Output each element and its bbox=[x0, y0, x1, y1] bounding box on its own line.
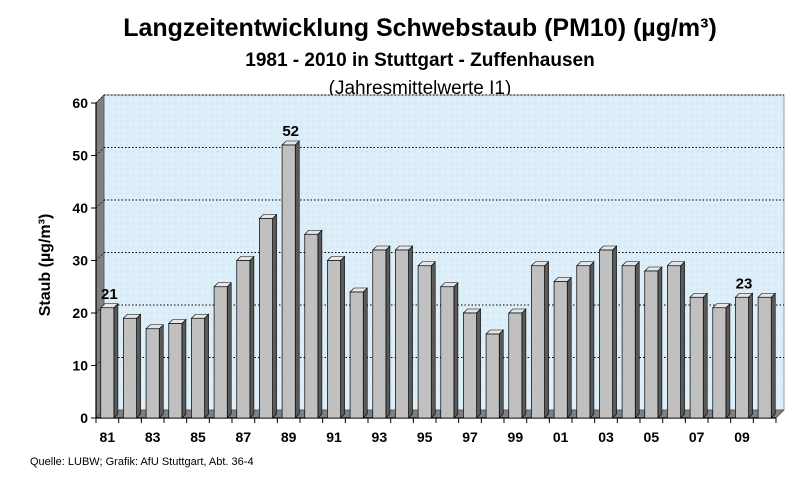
bar-side bbox=[317, 229, 323, 419]
bar-side bbox=[748, 292, 753, 419]
bar bbox=[485, 333, 500, 419]
bar-side bbox=[362, 287, 368, 419]
x-tick-label: 07 bbox=[689, 429, 705, 445]
bar-side bbox=[204, 313, 209, 419]
bar bbox=[236, 260, 251, 419]
x-tick-label: 95 bbox=[417, 429, 433, 445]
y-tick-label: 20 bbox=[72, 305, 88, 321]
bar bbox=[191, 317, 205, 419]
x-tick-label: 87 bbox=[236, 429, 252, 445]
source-note: Quelle: LUBW; Grafik: AfU Stuttgart, Abt… bbox=[30, 456, 254, 468]
bar-side bbox=[249, 255, 255, 419]
bar bbox=[417, 265, 432, 419]
bar bbox=[757, 296, 772, 419]
x-tick-label: 89 bbox=[281, 429, 297, 445]
bar-side bbox=[680, 261, 685, 419]
data-label: 52 bbox=[282, 123, 299, 140]
y-tick-label: 30 bbox=[72, 253, 88, 269]
y-axis-label: Staub (µg/m³) bbox=[37, 214, 54, 317]
bar bbox=[145, 328, 160, 419]
bar-side bbox=[702, 292, 708, 419]
x-tick-label: 93 bbox=[372, 429, 388, 445]
y-tick-label: 40 bbox=[72, 200, 88, 216]
bar bbox=[735, 296, 749, 419]
x-tick-label: 03 bbox=[598, 429, 614, 445]
bar bbox=[463, 312, 477, 419]
bar bbox=[508, 312, 523, 419]
bar-side bbox=[136, 313, 141, 419]
bar-side bbox=[634, 261, 640, 419]
bar bbox=[553, 281, 568, 419]
y-tick-label: 50 bbox=[72, 148, 88, 164]
x-tick-label: 83 bbox=[145, 429, 161, 445]
bar-side bbox=[589, 261, 595, 419]
bar-side bbox=[521, 308, 527, 419]
bar bbox=[531, 265, 545, 419]
x-tick-label: 91 bbox=[326, 429, 342, 445]
x-tick-label: 09 bbox=[734, 429, 750, 445]
bar-side bbox=[113, 303, 119, 419]
bar bbox=[395, 249, 409, 419]
bar bbox=[644, 270, 659, 419]
bar bbox=[667, 265, 681, 419]
bar-side bbox=[272, 213, 277, 419]
bar-side bbox=[294, 140, 300, 419]
bar bbox=[259, 218, 273, 419]
x-tick-label: 05 bbox=[644, 429, 660, 445]
bar bbox=[213, 286, 228, 419]
y-tick-label: 0 bbox=[80, 410, 88, 426]
bar-side bbox=[226, 282, 232, 419]
chart-title: Langzeitentwicklung Schwebstaub (PM10) (… bbox=[123, 14, 717, 42]
x-tick-label: 01 bbox=[553, 429, 569, 445]
x-tick-label: 81 bbox=[100, 429, 116, 445]
y-tick-label: 10 bbox=[72, 358, 88, 374]
bar-side bbox=[385, 245, 391, 419]
bar-side bbox=[340, 255, 345, 419]
bar bbox=[327, 260, 341, 419]
chart-subtitle: 1981 - 2010 in Stuttgart - Zuffenhausen bbox=[245, 50, 595, 71]
bar bbox=[621, 265, 636, 419]
x-tick-label: 99 bbox=[508, 429, 524, 445]
chart-subtitle-note: (Jahresmittelwerte I1) bbox=[328, 78, 512, 99]
bar-side bbox=[476, 308, 481, 419]
bar-side bbox=[430, 261, 436, 419]
bar-side bbox=[498, 329, 504, 419]
x-tick-label: 97 bbox=[462, 429, 478, 445]
bar bbox=[576, 265, 591, 419]
bar-side bbox=[158, 324, 164, 419]
data-label: 23 bbox=[736, 275, 753, 292]
bar-side bbox=[453, 282, 459, 419]
x-tick-label: 85 bbox=[190, 429, 206, 445]
y-tick-label: 60 bbox=[72, 95, 88, 111]
bar-side bbox=[566, 276, 572, 419]
bar bbox=[372, 249, 387, 419]
bar-side bbox=[725, 303, 731, 419]
bar bbox=[100, 307, 115, 419]
bar-side bbox=[657, 266, 663, 419]
bar bbox=[689, 296, 704, 419]
bar bbox=[168, 323, 183, 419]
bar-side bbox=[770, 292, 776, 419]
data-label: 21 bbox=[101, 286, 118, 303]
bar bbox=[123, 317, 137, 419]
bar-side bbox=[544, 261, 549, 419]
bar-side bbox=[612, 245, 617, 419]
bar bbox=[281, 144, 296, 419]
bar-side bbox=[408, 245, 413, 419]
bar-side bbox=[181, 318, 187, 419]
bar bbox=[304, 233, 319, 419]
bar bbox=[349, 291, 364, 419]
bar bbox=[599, 249, 613, 419]
bar bbox=[712, 307, 727, 419]
bar bbox=[440, 286, 455, 419]
